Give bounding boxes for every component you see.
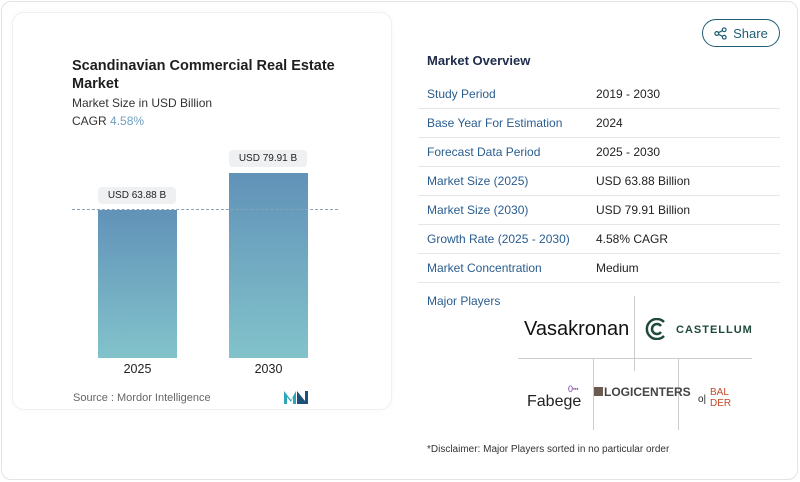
logo-logicenters: LOGICENTERS <box>604 385 691 399</box>
x-tick-label: 2025 <box>123 362 152 376</box>
overview-row: Study Period 2019 - 2030 <box>418 80 780 109</box>
disclaimer: *Disclaimer: Major Players sorted in no … <box>427 444 670 455</box>
cagr-value: 4.58% <box>110 114 145 128</box>
overview-key: Study Period <box>427 87 496 101</box>
logo-vasakronan: Vasakronan <box>524 318 630 340</box>
logicenters-icon <box>594 387 603 396</box>
overview-value: USD 79.91 Billion <box>596 203 691 217</box>
share-button[interactable]: Share <box>702 19 780 47</box>
x-tick-label: 2030 <box>254 362 283 376</box>
castellum-logo-icon <box>645 318 665 340</box>
market-overview-title: Market Overview <box>427 53 531 68</box>
overview-key: Market Size (2030) <box>427 203 529 217</box>
chart-card <box>12 12 392 410</box>
fabege-key-icon: 0┅ <box>568 384 579 394</box>
reference-dashed-line <box>72 209 338 210</box>
bar-2030 <box>229 173 308 358</box>
logo-fabege: Fabege <box>527 393 582 410</box>
share-icon <box>714 26 727 40</box>
mordor-logo-icon <box>284 391 308 404</box>
share-label: Share <box>733 25 768 41</box>
overview-key: Market Size (2025) <box>427 174 529 188</box>
overview-row: Forecast Data Period 2025 - 2030 <box>418 138 780 167</box>
overview-key: Growth Rate (2025 - 2030) <box>427 232 570 246</box>
overview-key: Base Year For Estimation <box>427 116 563 130</box>
overview-row: Growth Rate (2025 - 2030) 4.58% CAGR <box>418 225 780 254</box>
cagr-label: CAGR <box>72 114 107 128</box>
overview-value: 2025 - 2030 <box>596 145 661 159</box>
overview-value: Medium <box>596 261 639 275</box>
overview-row: Market Size (2030) USD 79.91 Billion <box>418 196 780 225</box>
overview-value: 2024 <box>596 116 623 130</box>
overview-value: USD 63.88 Billion <box>596 174 691 188</box>
cagr: CAGR 4.58% <box>72 114 144 128</box>
logo-balder: BAL DER <box>710 387 731 409</box>
overview-row: Market Size (2025) USD 63.88 Billion <box>418 167 780 196</box>
major-players-logos: Vasakronan CASTELLUM 0┅ Fabege LOGICENTE… <box>518 296 752 430</box>
data-label: USD 79.91 B <box>229 150 307 167</box>
data-label: USD 63.88 B <box>98 187 176 205</box>
major-players-label: Major Players <box>427 294 501 308</box>
overview-row: Base Year For Estimation 2024 <box>418 109 780 138</box>
overview-value: 4.58% CAGR <box>596 232 669 246</box>
balder-icon: o| <box>698 394 707 405</box>
chart-title: Scandinavian Commercial Real Estate Mark… <box>72 58 335 92</box>
logo-castellum: CASTELLUM <box>676 324 753 336</box>
overview-value: 2019 - 2030 <box>596 87 661 101</box>
bar-2025 <box>98 210 177 358</box>
overview-key: Market Concentration <box>427 261 542 275</box>
chart-subtitle: Market Size in USD Billion <box>72 96 213 110</box>
balder-line-1: BAL <box>710 387 729 398</box>
overview-key: Forecast Data Period <box>427 145 541 159</box>
balder-line-2: DER <box>710 398 732 409</box>
source-text: Source : Mordor Intelligence <box>73 392 211 404</box>
overview-row: Market Concentration Medium <box>418 254 780 283</box>
